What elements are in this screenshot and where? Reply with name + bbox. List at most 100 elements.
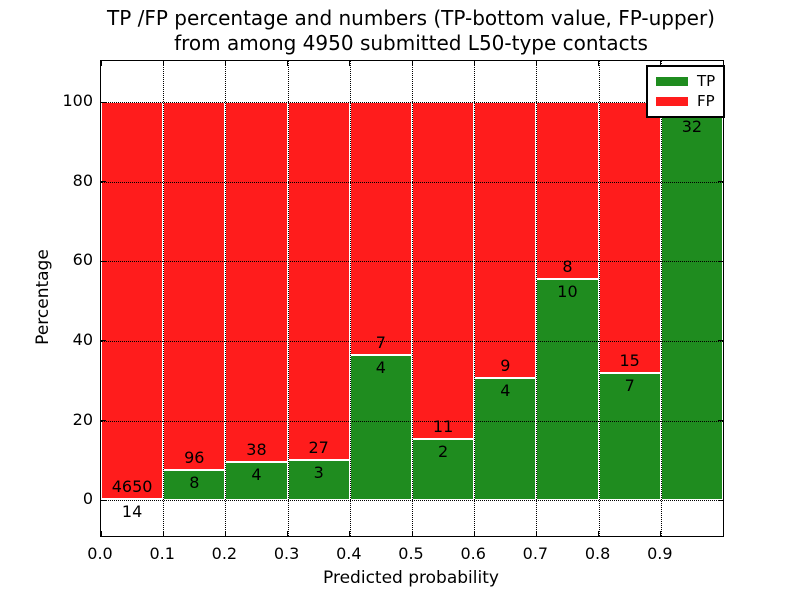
legend: TP FP <box>646 65 726 118</box>
tp-count-label: 4 <box>375 358 386 378</box>
y-axis-tick-right <box>718 420 723 422</box>
fp-bar-segment <box>349 102 412 356</box>
x-axis-tick-top <box>660 61 662 66</box>
x-axis-tick-top <box>162 61 164 66</box>
y-axis-tick <box>101 101 106 103</box>
y-axis-tick <box>101 420 106 422</box>
fp-count-label: 27 <box>308 438 329 458</box>
fp-bar-segment <box>163 102 226 470</box>
y-axis-tick-right <box>718 499 723 501</box>
fp-bar-segment <box>101 102 164 499</box>
x-axis-tick-top <box>287 61 289 66</box>
x-tick-label: 0.6 <box>460 544 486 563</box>
x-tick-label: 0.7 <box>522 544 549 563</box>
tp-count-label: 32 <box>681 117 703 137</box>
y-axis-tick-right <box>718 260 723 262</box>
tp-count-label: 14 <box>121 501 143 521</box>
tp-count-label: 4 <box>251 465 262 485</box>
fp-count-label: 96 <box>184 447 205 467</box>
y-tick-label: 20 <box>72 409 93 429</box>
y-axis-tick <box>101 181 106 183</box>
tp-bar-segment <box>598 373 661 501</box>
y-tick-label: 0 <box>82 489 93 509</box>
tp-bar-segment <box>660 114 723 501</box>
tp-count-label: 3 <box>313 463 324 483</box>
fp-count-label: 15 <box>619 351 640 371</box>
fp-bar-segment <box>225 102 288 463</box>
x-axis-tick-top <box>598 61 600 66</box>
x-tick-label: 0.2 <box>211 544 238 563</box>
gridline-vertical <box>412 61 413 536</box>
y-axis-tick-right <box>718 181 723 183</box>
x-axis-tick-top <box>473 61 475 66</box>
tp-legend-label: TP <box>697 72 716 90</box>
gridline-vertical <box>225 61 227 536</box>
gridline-vertical <box>349 61 351 536</box>
gridline-vertical <box>163 61 165 536</box>
gridline-vertical <box>660 61 662 536</box>
x-tick-label: 0.8 <box>584 544 611 563</box>
fp-bar-segment <box>536 102 599 279</box>
x-tick-label: 0.4 <box>336 544 362 563</box>
tp-bar-segment <box>287 460 350 501</box>
y-tick-label: 60 <box>72 250 93 270</box>
fp-count-label: 8 <box>562 256 573 276</box>
tp-count-label: 7 <box>624 376 635 396</box>
gridline-vertical <box>287 61 289 536</box>
chart-title-line1: TP /FP percentage and numbers (TP-bottom… <box>107 6 715 30</box>
legend-entry-fp: FP <box>656 91 715 111</box>
x-tick-label: 0.3 <box>273 544 300 563</box>
fp-count-label: 4650 <box>111 476 153 496</box>
x-axis-tick <box>473 531 475 536</box>
x-axis-tick <box>287 531 289 536</box>
y-axis-tick-right <box>718 340 723 342</box>
tp-bar-segment <box>349 355 412 501</box>
x-axis-tick <box>224 531 226 536</box>
legend-entry-tp: TP <box>656 71 715 91</box>
x-axis-tick-top <box>100 61 102 66</box>
y-tick-label: 80 <box>72 170 93 190</box>
x-axis-tick <box>660 531 662 536</box>
tp-legend-swatch <box>656 76 688 86</box>
x-axis-tick-top <box>224 61 226 66</box>
x-tick-label: 0.5 <box>398 544 424 563</box>
y-tick-label: 40 <box>72 329 93 349</box>
plot-area: 4650 14 96 8 38 4 27 3 7 4 11 2 9 4 8 10 15 7 32 TP FP <box>100 60 726 537</box>
tp-bar-segment <box>536 278 599 501</box>
x-axis-tick-top <box>349 61 351 66</box>
gridline-vertical <box>474 61 476 536</box>
x-axis-tick <box>349 531 351 536</box>
y-axis-tick <box>101 260 106 262</box>
x-axis-tick <box>162 531 164 536</box>
x-tick-label: 0.9 <box>647 544 673 563</box>
fp-count-label: 38 <box>246 440 267 460</box>
tp-bar-segment <box>225 462 288 501</box>
x-tick-label: 0.1 <box>149 544 175 563</box>
x-axis-tick-top <box>411 61 413 66</box>
tp-count-label: 10 <box>557 281 578 301</box>
tp-count-label: 4 <box>500 380 511 400</box>
x-axis-tick <box>535 531 537 536</box>
x-axis-label: Predicted probability <box>323 568 499 588</box>
fp-count-label: 11 <box>432 416 454 436</box>
fp-legend-label: FP <box>697 92 715 110</box>
fp-bar-segment <box>474 102 537 378</box>
fp-count-label: 7 <box>375 333 386 353</box>
y-axis-tick <box>101 499 106 501</box>
chart-title: TP /FP percentage and numbers (TP-bottom… <box>100 6 722 56</box>
tp-count-label: 2 <box>438 441 449 461</box>
fp-bar-segment <box>412 102 475 439</box>
tp-count-label: 8 <box>189 472 200 492</box>
y-tick-label: 100 <box>62 91 93 110</box>
x-axis-tick <box>100 531 102 536</box>
gridline-vertical <box>536 61 538 536</box>
y-axis-tick <box>101 340 106 342</box>
fp-bar-segment <box>598 102 661 374</box>
x-axis-tick <box>411 531 413 536</box>
x-tick-label: 0.0 <box>87 544 113 563</box>
fp-count-label: 9 <box>500 355 511 375</box>
x-axis-tick-top <box>535 61 537 66</box>
gridline-vertical <box>598 61 600 536</box>
x-axis-tick <box>598 531 600 536</box>
